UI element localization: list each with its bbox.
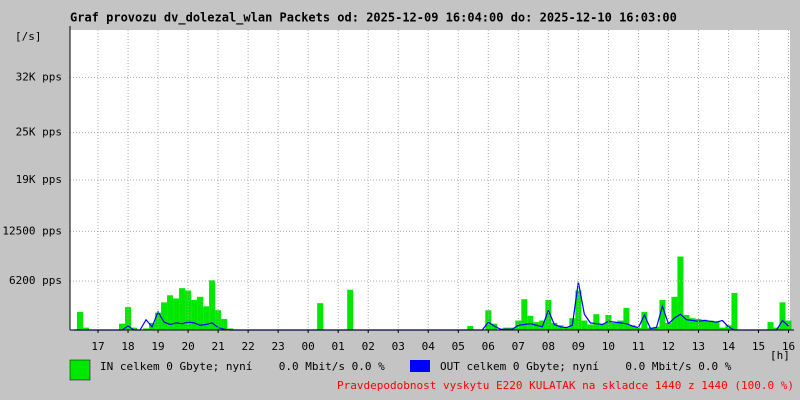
in-bar	[209, 280, 216, 330]
in-bar	[491, 323, 498, 330]
in-bar	[587, 324, 594, 330]
y-axis-label: [/s]	[15, 30, 42, 43]
y-tick-label: 19K pps	[16, 173, 62, 186]
in-bar	[677, 256, 684, 330]
in-bar	[173, 298, 180, 330]
in-bar	[131, 327, 138, 330]
x-tick-label: 05	[452, 340, 465, 353]
in-bar	[167, 295, 174, 330]
x-tick-label: 11	[632, 340, 645, 353]
in-bar	[203, 306, 210, 330]
in-bar	[227, 328, 234, 330]
in-bar	[143, 328, 150, 330]
in-bar	[671, 296, 678, 330]
in-bar	[773, 327, 780, 330]
x-tick-label: 15	[752, 340, 765, 353]
chart-title: Graf provozu dv_dolezal_wlan Packets od:…	[70, 11, 677, 26]
x-tick-label: 01	[332, 340, 345, 353]
in-bar	[593, 314, 600, 330]
x-tick-label: 22	[241, 340, 254, 353]
in-bar	[641, 311, 648, 330]
in-bar	[731, 292, 738, 330]
in-bar	[527, 315, 534, 330]
in-bar	[635, 327, 642, 330]
in-bar	[557, 325, 564, 330]
in-bar	[83, 327, 90, 330]
x-tick-label: 19	[151, 340, 164, 353]
y-tick-label: 25K pps	[16, 126, 62, 139]
in-bar	[659, 300, 666, 330]
x-tick-label: 10	[602, 340, 615, 353]
in-bar	[623, 307, 630, 330]
x-tick-label: 18	[121, 340, 134, 353]
in-bar	[689, 318, 696, 330]
in-bar	[521, 299, 528, 330]
in-bar	[683, 315, 690, 330]
in-bar	[119, 323, 126, 330]
in-bar	[551, 322, 558, 330]
in-bar	[653, 326, 660, 330]
in-bar	[779, 302, 786, 330]
x-tick-label: 17	[91, 340, 104, 353]
x-tick-label: 13	[692, 340, 705, 353]
legend-label: IN celkem 0 Gbyte; nyní 0.0 Mbit/s 0.0 %	[100, 360, 385, 373]
in-bar	[215, 310, 222, 330]
x-tick-label: 02	[362, 340, 375, 353]
legend-swatch-in	[69, 359, 91, 381]
x-tick-label: 21	[211, 340, 224, 353]
legend-swatch-out	[410, 360, 430, 372]
in-bar	[485, 310, 492, 330]
legend-label: OUT celkem 0 Gbyte; nyní 0.0 Mbit/s 0.0 …	[440, 360, 732, 373]
x-tick-label: 07	[512, 340, 525, 353]
x-tick-label: 20	[181, 340, 194, 353]
in-bar	[707, 320, 714, 330]
in-bar	[317, 303, 324, 330]
x-tick-label: 16	[782, 340, 795, 353]
in-bar	[179, 288, 186, 330]
y-tick-label: 6200 pps	[9, 274, 62, 287]
in-bar	[533, 322, 540, 330]
in-bar	[575, 290, 582, 330]
x-axis-label: [h]	[770, 349, 790, 362]
y-tick-label: 12500 pps	[2, 224, 62, 237]
x-tick-label: 00	[302, 340, 315, 353]
in-bar	[191, 300, 198, 330]
x-tick-label: 12	[662, 340, 675, 353]
in-bar	[701, 319, 708, 330]
in-bar	[563, 327, 570, 330]
in-bar	[467, 326, 474, 330]
x-tick-label: 23	[272, 340, 285, 353]
in-bar	[581, 320, 588, 330]
in-bar	[713, 322, 720, 330]
in-bar	[629, 325, 636, 330]
x-tick-label: 04	[422, 340, 436, 353]
x-tick-label: 14	[722, 340, 736, 353]
x-tick-label: 08	[542, 340, 555, 353]
footnote: Pravdepodobnost vyskytu E220 KULATAK na …	[337, 379, 794, 392]
in-bar	[161, 302, 168, 330]
in-bar	[611, 322, 618, 330]
in-bar	[605, 315, 612, 330]
in-bar	[197, 296, 204, 330]
in-bar	[77, 311, 84, 330]
in-bar	[719, 327, 726, 330]
y-tick-label: 32K pps	[16, 70, 62, 83]
x-tick-label: 06	[482, 340, 495, 353]
x-tick-label: 09	[572, 340, 585, 353]
in-bar	[347, 289, 354, 330]
in-bar	[665, 322, 672, 330]
in-bar	[599, 323, 606, 330]
in-bar	[767, 322, 774, 330]
in-bar	[221, 318, 228, 330]
in-bar	[617, 320, 624, 330]
in-bar	[185, 290, 192, 330]
x-tick-label: 03	[392, 340, 405, 353]
